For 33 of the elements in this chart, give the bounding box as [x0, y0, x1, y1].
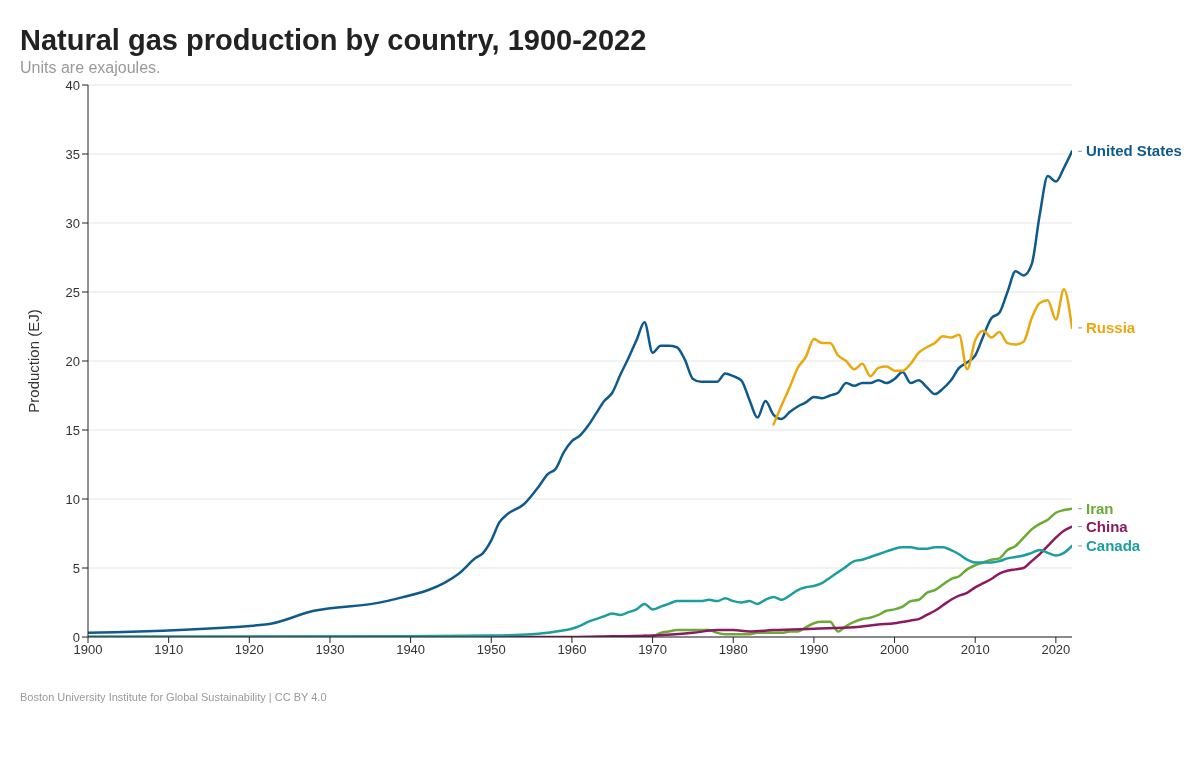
x-tick-label: 2000: [880, 642, 910, 658]
series-label: China: [1086, 517, 1129, 535]
x-tick-label: 1980: [718, 642, 748, 658]
series-label: Russia: [1086, 319, 1136, 337]
line-series: [643, 507, 1072, 637]
x-tick-label: 1960: [557, 642, 587, 658]
series-label: Iran: [1086, 499, 1114, 517]
y-tick-label: 30: [65, 215, 80, 231]
x-tick-label: 1920: [234, 642, 264, 658]
x-tick-label: 1940: [396, 642, 426, 658]
y-tick-label: 0: [72, 629, 80, 645]
x-tick-label: 1910: [154, 642, 184, 658]
y-tick-label: 20: [65, 353, 80, 369]
text: Boston University Institute for Global Sustainability | CC BY 4.0: [20, 691, 328, 703]
x-tick-label: 1930: [315, 642, 345, 658]
x-tick-label: 1970: [638, 642, 668, 658]
chart-subtitle: Units are exajoules.: [20, 59, 162, 77]
line-series: [772, 287, 1072, 426]
y-tick-label: 40: [65, 77, 80, 93]
x-tick-label: 2010: [960, 642, 990, 658]
x-tick-label: 1950: [476, 642, 506, 658]
x-tick-label: 1900: [73, 642, 103, 658]
chart-title: Natural gas production by country, 1900-2022: [20, 24, 648, 57]
x-tick-label: 2020: [1041, 642, 1071, 658]
y-axis-title: Production (EJ): [25, 309, 43, 413]
y-tick-label: 15: [65, 422, 80, 438]
y-tick-label: 25: [65, 284, 80, 300]
y-tick-label: 5: [72, 560, 80, 576]
series-label: Canada: [1086, 537, 1141, 555]
x-tick-label: 1990: [799, 642, 829, 658]
y-tick-label: 35: [65, 146, 80, 162]
y-tick-label: 10: [65, 491, 80, 507]
series-label: United States: [1086, 142, 1182, 160]
